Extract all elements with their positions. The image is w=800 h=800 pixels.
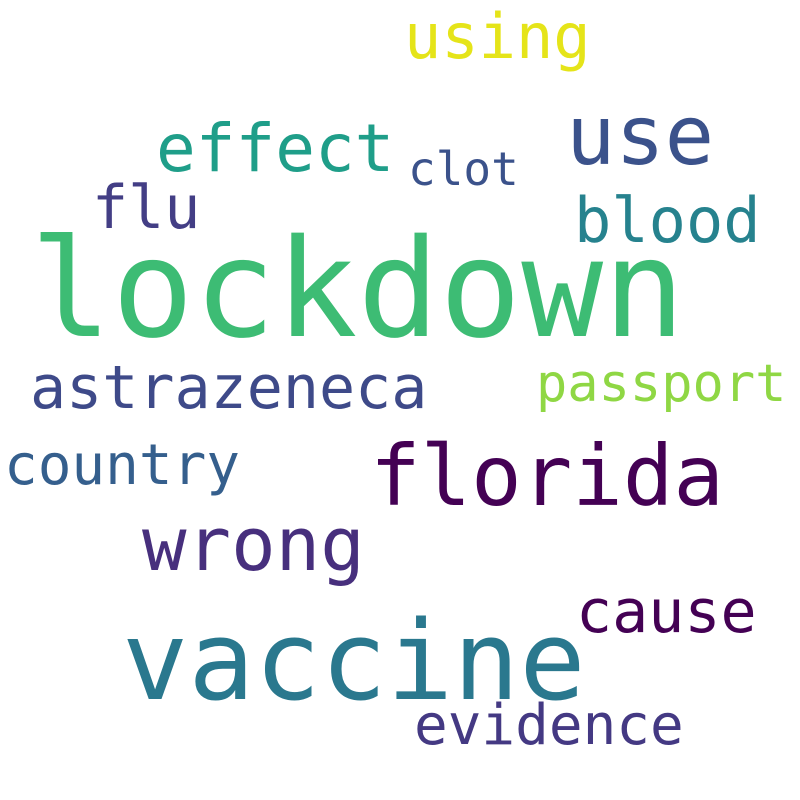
word-vaccine: vaccine	[122, 597, 586, 725]
word-use: use	[566, 89, 715, 184]
word-country: country	[4, 433, 241, 498]
word-evidence: evidence	[414, 693, 684, 758]
word-clot: clot	[408, 142, 519, 196]
word-wrong: wrong	[142, 502, 365, 588]
word-passport: passport	[536, 354, 787, 414]
word-effect: effect	[156, 110, 395, 187]
word-astrazeneca: astrazeneca	[30, 353, 428, 423]
word-using: using	[404, 0, 591, 73]
word-flu: flu	[92, 173, 201, 243]
word-lockdown: lockdown	[30, 211, 686, 369]
word-florida: florida	[370, 427, 725, 525]
word-cause: cause	[576, 577, 757, 647]
word-blood: blood	[574, 184, 761, 257]
